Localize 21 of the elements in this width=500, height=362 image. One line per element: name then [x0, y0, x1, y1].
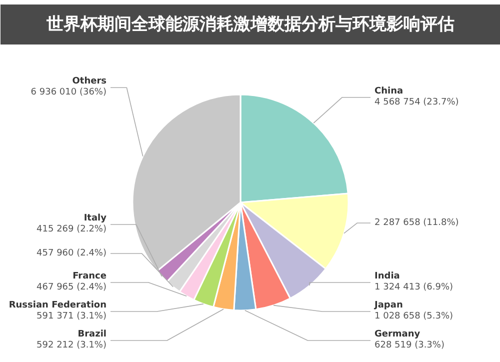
slice-label: Germany — [374, 330, 420, 340]
slice-label: France — [72, 272, 107, 282]
slice-label: India — [374, 272, 400, 282]
data-label: 467 965 (2.4%) — [36, 282, 107, 292]
slice-label: Japan — [374, 300, 403, 310]
slice-label: China — [374, 86, 404, 96]
data-label: 1 028 658 (5.3%) — [374, 312, 454, 322]
data-label: 457 960 (2.4%) — [36, 248, 107, 258]
slice-label: Italy — [84, 214, 107, 224]
data-label: 4 568 754 (23.7%) — [374, 97, 459, 108]
slice-label: Brazil — [78, 330, 106, 340]
data-label: 2 287 658 (11.8%) — [374, 218, 459, 228]
data-label: 6 936 010 (36%) — [30, 88, 107, 98]
data-label: 591 371 (3.1%) — [36, 312, 107, 322]
slice-label: Russian Federation — [8, 300, 107, 310]
data-label: 592 212 (3.1%) — [36, 340, 107, 350]
data-label: 628 519 (3.3%) — [374, 340, 444, 350]
data-label: 415 269 (2.2%) — [36, 224, 107, 234]
data-label: 1 324 413 (6.9%) — [374, 282, 454, 292]
chart-title: 世界杯期间全球能源消耗激增数据分析与环境影响评估 — [46, 14, 454, 34]
slice-label: Others — [72, 76, 107, 87]
